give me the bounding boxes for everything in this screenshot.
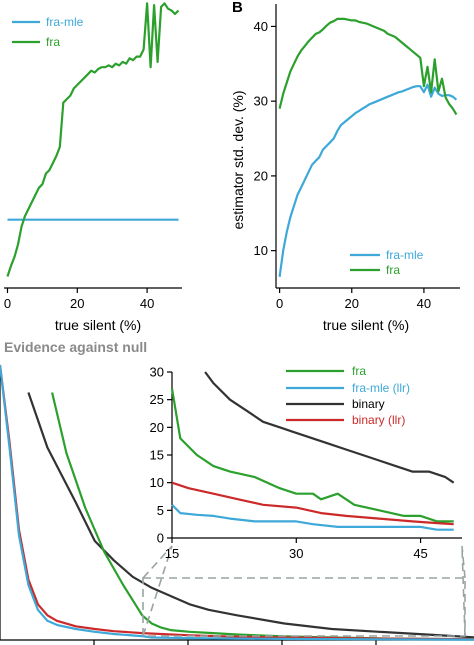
legend-label-binary: binary (352, 397, 385, 411)
y-tick-label: 10 (150, 475, 164, 490)
series-line-fra-mle-llr (171, 504, 454, 531)
series-line-binary (27, 392, 474, 639)
legend-label-fra: fra (386, 263, 400, 277)
panel-b-xlabel: true silent (%) (323, 317, 409, 333)
legend-label-fra: fra (46, 35, 60, 49)
panel-b-letter: B (232, 0, 243, 16)
legend-label-fra-mle: fra-mle (46, 15, 84, 29)
series-line-fra-mle-llr (0, 364, 474, 641)
y-tick-label: 30 (150, 365, 164, 380)
zoom-region-box (142, 577, 466, 637)
panel-c-x-ticks (93, 640, 377, 645)
y-tick-label: 15 (150, 448, 164, 463)
section-title: Evidence against null (4, 339, 147, 355)
series-line-binary (204, 371, 455, 484)
series-line-fra (278, 17, 458, 116)
series-line-binary-llr (171, 481, 454, 526)
legend-label-fra-mle-llr: fra-mle (llr) (352, 381, 410, 395)
panel-c-main (0, 364, 474, 645)
inset-background (172, 372, 462, 538)
x-tick-label: 40 (140, 296, 154, 311)
y-tick-label: 5 (157, 503, 164, 518)
x-tick-label: 30 (289, 546, 303, 561)
y-tick-label: 20 (150, 420, 164, 435)
series-line-fra-mle (278, 83, 458, 277)
y-tick-label: 20 (254, 168, 268, 183)
legend-label-fra-mle: fra-mle (386, 248, 424, 262)
panel-c-legend: fra fra-mle (llr) binary binary (llr) (286, 364, 410, 427)
legend-label-binary-llr: binary (llr) (352, 413, 405, 427)
panel-a-legend: fra-mle fra (12, 15, 84, 49)
y-tick-label: 10 (254, 243, 268, 258)
y-tick-label: 40 (254, 19, 268, 34)
x-tick-label: 20 (70, 296, 84, 311)
panel-c-inset: 15 30 45 0 5 10 15 20 25 30 fra fra-mle (llr) bin… (150, 364, 462, 561)
x-tick-label: 20 (345, 296, 359, 311)
zoom-connector-left-bottom (142, 545, 173, 637)
y-tick-label: 30 (254, 94, 268, 109)
series-line-fra (6, 2, 180, 277)
y-tick-label: 0 (157, 531, 164, 546)
zoom-connector-right-bottom (461, 545, 466, 637)
zoom-connector-left (142, 545, 173, 579)
x-tick-label: 45 (413, 546, 427, 561)
x-tick-label: 15 (165, 546, 179, 561)
panel-b: B 0 20 40 10 20 30 40 true silent (%) estimato… (230, 0, 460, 333)
x-tick-label: 0 (4, 296, 11, 311)
panel-b-ylabel: estimator std. dev. (%) (230, 90, 246, 229)
x-tick-label: 40 (417, 296, 431, 311)
panel-a-xlabel: true silent (%) (55, 317, 141, 333)
legend-label-fra: fra (352, 364, 366, 378)
panel-a: 0 20 40 true silent (%) fra-mle fra (4, 2, 182, 333)
panel-b-legend: fra-mle fra (350, 248, 424, 277)
x-tick-label: 0 (276, 296, 283, 311)
series-line-fra (170, 388, 454, 523)
y-tick-label: 25 (150, 392, 164, 407)
